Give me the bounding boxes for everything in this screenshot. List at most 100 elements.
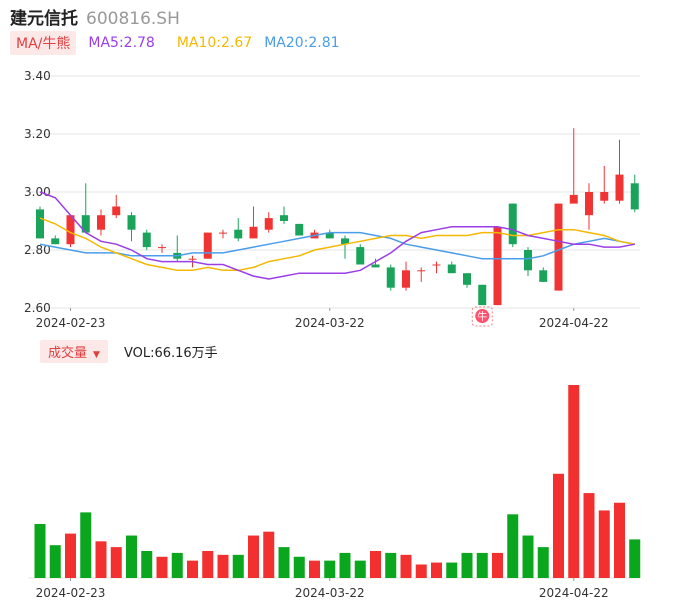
ma-indicator-selector[interactable]: MA/牛熊: [10, 31, 77, 55]
volume-x-label: 2024-02-23: [36, 586, 106, 600]
candle-body: [417, 270, 426, 272]
volume-bar: [171, 552, 183, 578]
bull-marker-frame: [471, 306, 493, 327]
candle-body: [127, 215, 136, 230]
candle-body: [508, 203, 517, 245]
candle-body: [585, 192, 593, 216]
candle-body: [402, 270, 410, 288]
volume-bar: [95, 541, 107, 578]
candle-body: [371, 264, 380, 268]
volume-bar: [431, 562, 442, 578]
candle-body: [600, 192, 609, 201]
volume-bar: [522, 535, 534, 578]
volume-indicator-label: 成交量: [48, 345, 88, 361]
volume-bar: [65, 533, 76, 578]
volume-bar: [232, 554, 244, 578]
price-tick-label: 2.80: [24, 243, 51, 257]
candle-body: [356, 247, 365, 265]
price-tick-label: 3.00: [24, 185, 51, 199]
candle-body: [97, 215, 105, 230]
ma20-value: MA20:2.81: [264, 35, 340, 51]
volume-bar: [461, 552, 473, 578]
candle-body: [493, 226, 502, 306]
candle-body: [264, 218, 273, 230]
volume-bar: [629, 539, 641, 578]
volume-x-label: 2024-03-22: [295, 586, 365, 600]
ma20-line: [39, 231, 635, 260]
ma-legend: MA/牛熊 MA5:2.78 MA10:2.67 MA20:2.81: [10, 31, 340, 55]
volume-bar: [293, 556, 305, 578]
candle-body: [295, 223, 304, 236]
volume-bar: [614, 502, 625, 578]
candle-body: [630, 183, 639, 210]
stock-code: 600816.SH: [86, 9, 180, 29]
ma5-value: MA5:2.78: [88, 35, 155, 51]
volume-bar: [568, 385, 580, 578]
volume-bar: [415, 564, 427, 578]
volume-bar: [507, 514, 519, 578]
candle-body: [51, 238, 60, 245]
candle-body: [81, 215, 90, 233]
volume-bar: [248, 535, 259, 578]
volume-bar: [263, 531, 275, 578]
candle-body: [112, 206, 121, 216]
volume-bar: [446, 562, 458, 578]
volume-bar: [339, 552, 351, 578]
volume-value: VOL:66.16万手: [123, 345, 218, 361]
volume-bar: [537, 547, 549, 578]
price-x-label: 2024-02-23: [36, 316, 106, 330]
candle-body: [615, 174, 624, 201]
volume-legend: 成交量 ▼ VOL:66.16万手: [40, 339, 218, 363]
candle-body: [447, 264, 456, 274]
bull-marker-icon: [475, 309, 490, 323]
candle-body: [142, 232, 151, 248]
candle-body: [524, 250, 532, 271]
candle-body: [386, 267, 395, 288]
candle-body: [478, 284, 487, 306]
price-tick-label: 2.60: [24, 301, 51, 315]
volume-bar: [385, 552, 397, 578]
candle-body: [554, 203, 563, 291]
volume-bar: [553, 473, 564, 578]
volume-bar: [141, 550, 153, 578]
volume-bar: [583, 493, 595, 578]
candle-body: [66, 215, 75, 245]
ma10-line: [39, 217, 635, 272]
candle-body: [234, 229, 243, 239]
volume-bar: [324, 560, 336, 578]
candle-body: [432, 264, 441, 266]
volume-bar: [187, 560, 198, 578]
volume-bar: [126, 535, 137, 578]
candle-body: [36, 209, 44, 239]
ma10-value: MA10:2.67: [176, 35, 253, 51]
price-tick-label: 3.20: [24, 127, 51, 141]
volume-bar: [370, 550, 381, 578]
volume-bar: [476, 552, 488, 578]
volume-bar: [309, 560, 320, 578]
candle-body: [539, 270, 548, 282]
price-x-label: 2024-03-22: [295, 316, 365, 330]
volume-bar: [492, 552, 503, 578]
candle-body: [158, 247, 166, 249]
candle-body: [249, 226, 258, 239]
volume-bar: [278, 547, 290, 578]
bull-marker-label: 牛: [477, 310, 487, 323]
volume-bar: [400, 554, 412, 578]
ma5-line: [39, 191, 635, 280]
price-tick-label: 3.40: [24, 69, 51, 83]
stock-header: 建元信托 600816.SH: [10, 4, 180, 29]
price-x-label: 2024-04-22: [539, 316, 609, 330]
stock-name: 建元信托: [10, 9, 78, 29]
volume-bar: [80, 512, 92, 578]
candle-body: [325, 232, 334, 239]
candle-body: [203, 232, 212, 259]
candle-body: [188, 258, 197, 260]
volume-x-label: 2024-04-22: [539, 586, 609, 600]
volume-bar: [110, 547, 122, 578]
candle-body: [569, 194, 578, 204]
volume-bar: [156, 556, 168, 578]
volume-indicator-selector[interactable]: 成交量 ▼: [40, 339, 108, 363]
volume-bar: [202, 550, 214, 578]
candle-body: [463, 273, 471, 285]
